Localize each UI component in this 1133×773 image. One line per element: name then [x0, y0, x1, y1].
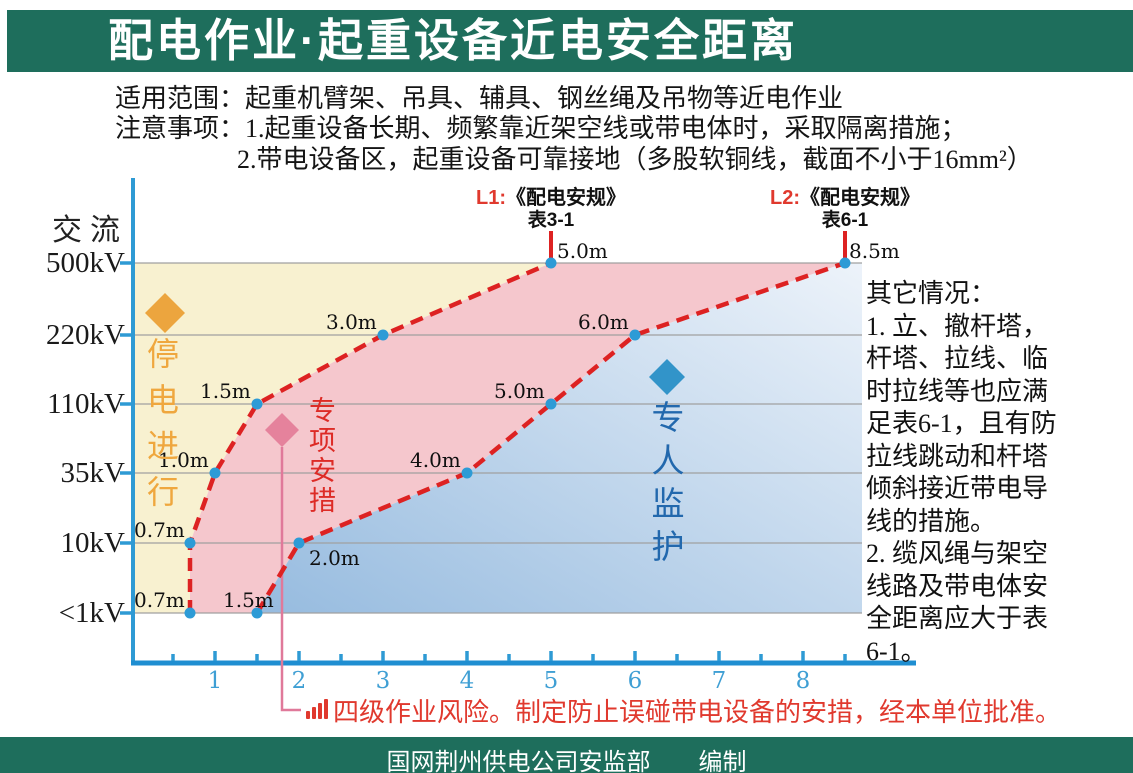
y-axis-ticks [120, 261, 133, 615]
l2-point-label: 5.0m [494, 379, 545, 403]
footer-credit: 国网荆州供电公司安监部 编制 [386, 749, 747, 773]
zone-label-dedicated-guard: 专人监护 [651, 401, 685, 566]
l2-point-label: 1.5m [223, 588, 274, 612]
risk-note: 四级作业风险。制定防止误碰带电设备的安措，经本单位批准。 [333, 698, 1062, 727]
y-label-1kv: <1kV [58, 597, 125, 629]
l1-ref-table: 表3-1 [527, 210, 575, 231]
l2-ref-table: 表6-1 [821, 210, 869, 231]
l2-reference-callout: L2:《配电安规》 表6-1 [750, 186, 940, 232]
page-title: 配电作业·起重设备近电安全距离 [108, 15, 798, 66]
l1-ref-prefix: L1: [476, 187, 506, 209]
l1-point-label: 0.7m [134, 588, 185, 612]
l2-point-label: 6.0m [578, 310, 629, 334]
l2-ref-name: 《配电安规》 [800, 187, 920, 209]
l2-ref-prefix: L2: [770, 187, 800, 209]
l1-point-label: 3.0m [326, 310, 377, 334]
risk-connector-line [280, 447, 301, 712]
l1-point-label: 5.0m [557, 239, 608, 263]
l2-point-label: 8.5m [849, 239, 900, 263]
intro-note-1: 注意事项：1.起重设备长期、频繁靠近架空线或带电体时，采取隔离措施； [115, 114, 967, 143]
zone-guard-area [257, 263, 862, 613]
zone-power-off-area [133, 263, 551, 613]
x-label-6: 6 [627, 668, 643, 694]
zone-label-special-measures: 专项安措 [309, 396, 336, 516]
l1-point-label: 0.7m [134, 518, 185, 542]
y-label-220kv: 220kV [46, 319, 125, 351]
zone-special-measures-area [190, 263, 845, 613]
data-point-dots [184, 257, 851, 619]
x-label-8: 8 [795, 668, 811, 694]
intro-scope: 适用范围：起重机臂架、吊具、辅具、钢丝绳及吊物等近电作业 [115, 84, 844, 113]
y-label-500kv: 500kV [46, 247, 125, 279]
x-label-2: 2 [291, 668, 307, 694]
zone-label-power-off: 停电进行 [146, 336, 179, 510]
x-label-3: 3 [375, 668, 391, 694]
risk-level-bars-icon [306, 699, 328, 719]
guard-diamond-icon [649, 359, 685, 395]
intro-note-2: 2.带电设备区，起重设备可靠接地（多股软铜线，截面不小于16mm²） [237, 145, 1033, 174]
other-situations-note: 其它情况： 1. 立、撤杆塔， 杆塔、拉线、临 时拉线等也应满 足表6-1，且有… [866, 279, 1057, 666]
l2-point-label: 2.0m [309, 546, 360, 570]
special-measures-diamond-icon [265, 413, 299, 447]
x-axis-ticks [171, 651, 847, 661]
l1-ref-name: 《配电安规》 [506, 187, 626, 209]
l1-reference-callout: L1:《配电安规》 表3-1 [456, 186, 646, 232]
power-off-diamond-icon [145, 293, 185, 333]
l1-point-label: 1.0m [158, 448, 209, 472]
l1-dashed-line [187, 260, 552, 613]
l1-point-label: 1.5m [200, 379, 251, 403]
y-axis-title: 交流 [52, 214, 128, 247]
x-label-4: 4 [459, 668, 475, 694]
y-label-35kv: 35kV [60, 457, 125, 489]
x-label-5: 5 [543, 668, 559, 694]
l2-point-label: 4.0m [410, 448, 461, 472]
l2-dashed-line [255, 260, 846, 615]
x-label-1: 1 [207, 668, 223, 694]
x-label-7: 7 [711, 668, 727, 694]
header-bar [7, 10, 1133, 72]
y-label-10kv: 10kV [60, 527, 125, 559]
y-label-110kv: 110kV [47, 388, 125, 420]
footer-bar [0, 737, 1133, 773]
